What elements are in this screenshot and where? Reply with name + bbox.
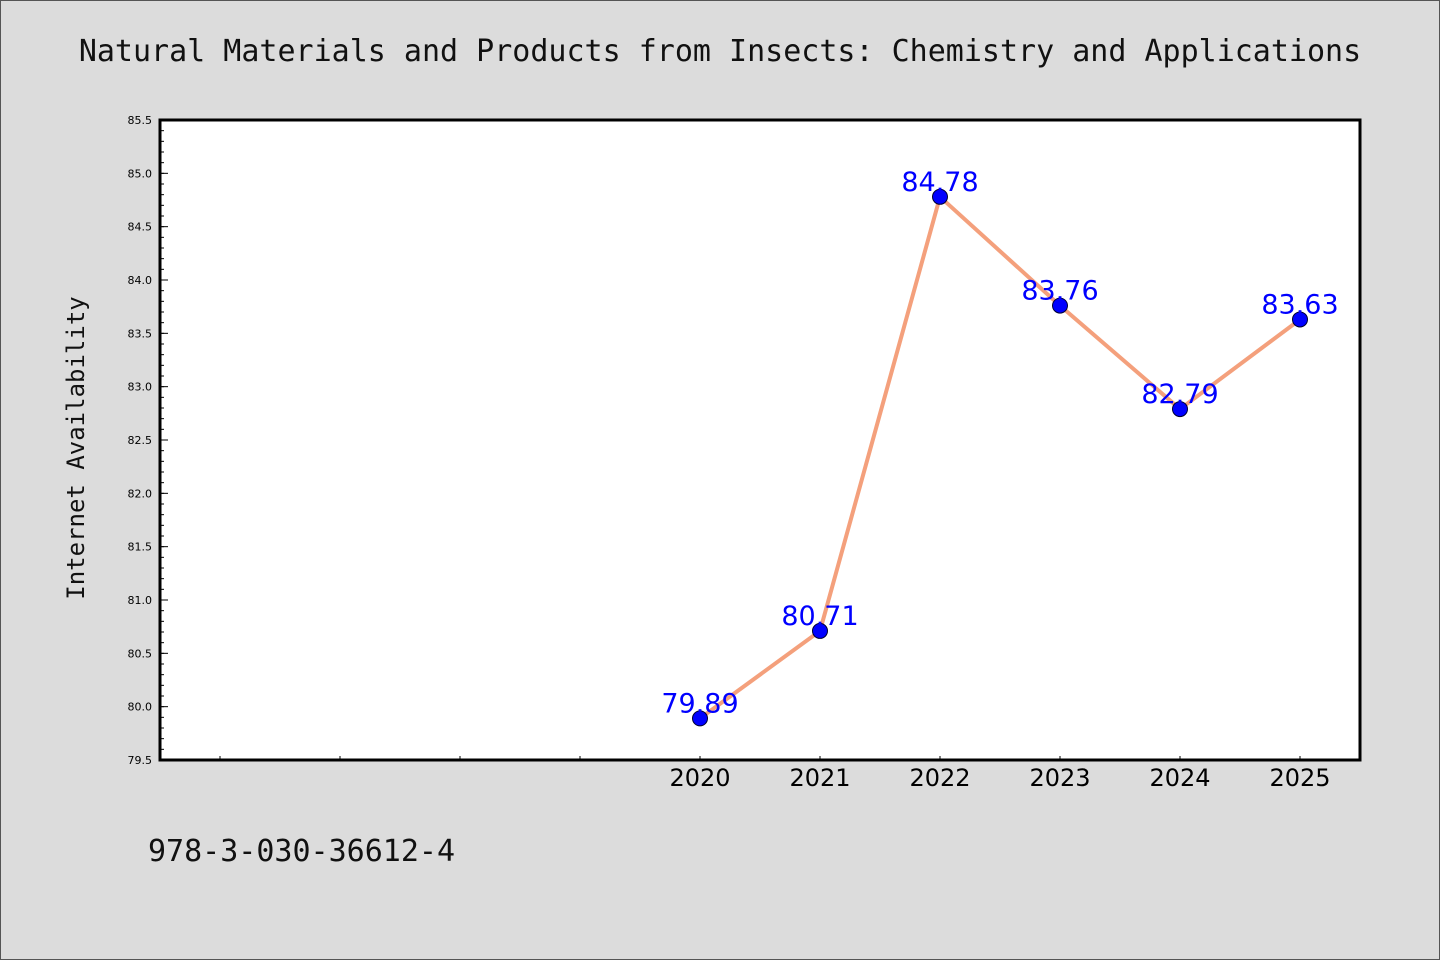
y-tick-label: 84.0 [128,274,153,287]
y-tick-label: 81.5 [128,541,153,554]
x-tick-label: 2024 [1149,764,1210,792]
x-tick-label: 2021 [789,764,850,792]
y-tick-label: 82.0 [128,487,153,500]
y-tick-label: 81.0 [128,594,153,607]
y-tick-label: 80.5 [128,647,153,660]
data-label: 84.78 [901,167,978,198]
data-point-marker [932,188,948,205]
data-label: 83.63 [1261,289,1338,320]
y-tick-label: 84.5 [128,221,153,234]
data-point-marker [1292,311,1308,328]
y-axis-label: Internet Availability [62,296,90,599]
data-label: 79.89 [661,688,738,719]
data-label: 80.71 [781,601,858,632]
data-point-marker [812,622,828,639]
data-point-marker [1172,401,1188,418]
data-label: 82.79 [1141,379,1218,410]
isbn-text: 978-3-030-36612-4 [148,834,456,869]
data-label: 83.76 [1021,276,1098,307]
chart-title: Natural Materials and Products from Inse… [78,34,1362,69]
y-tick-label: 83.0 [128,381,153,394]
plot-border [158,118,1362,762]
x-tick-label: 2023 [1029,764,1090,792]
y-tick-label: 79.5 [128,754,153,767]
y-tick-label: 85.5 [128,114,153,127]
series-line [698,194,1302,721]
plot-area [160,120,1360,760]
y-tick-label: 85.0 [128,167,153,180]
data-point-marker [692,710,708,727]
x-tick-label: 2022 [909,764,970,792]
y-tick-label: 80.0 [128,701,153,714]
x-tick-label: 2025 [1269,764,1330,792]
y-tick-label: 82.5 [128,434,153,447]
y-tick-label: 83.5 [128,327,153,340]
x-tick-label: 2020 [669,764,730,792]
data-point-marker [1052,297,1068,314]
